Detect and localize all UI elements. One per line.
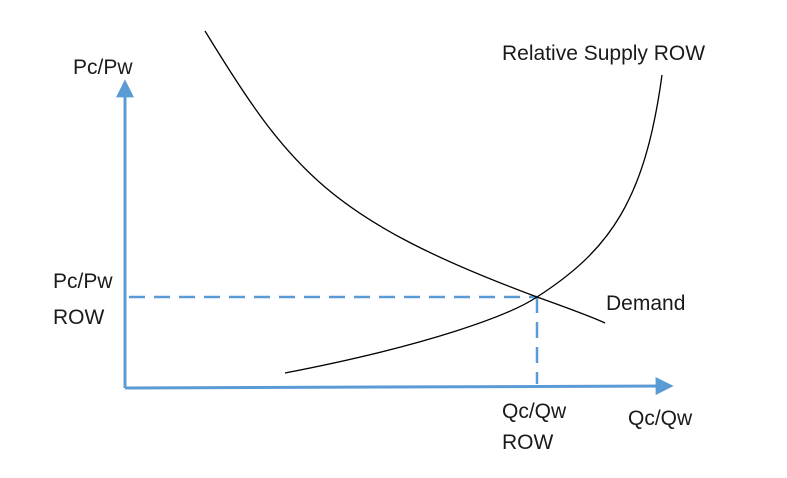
equilibrium-quantity-label-line2: ROW [502, 431, 554, 454]
equilibrium-quantity-label-line1: Qc/Qw [502, 400, 567, 423]
demand-curve [204, 30, 606, 324]
supply-curve-label: Relative Supply ROW [502, 42, 705, 65]
x-axis-label: Qc/Qw [628, 407, 693, 430]
equilibrium-price-label-line1: Pc/Pw [53, 270, 113, 293]
x-axis [124, 377, 674, 396]
relative-supply-curve [284, 74, 663, 374]
demand-curve-label: Demand [606, 292, 685, 315]
y-axis-label: Pc/Pw [73, 56, 133, 79]
equilibrium-price-label-line2: ROW [53, 306, 105, 329]
